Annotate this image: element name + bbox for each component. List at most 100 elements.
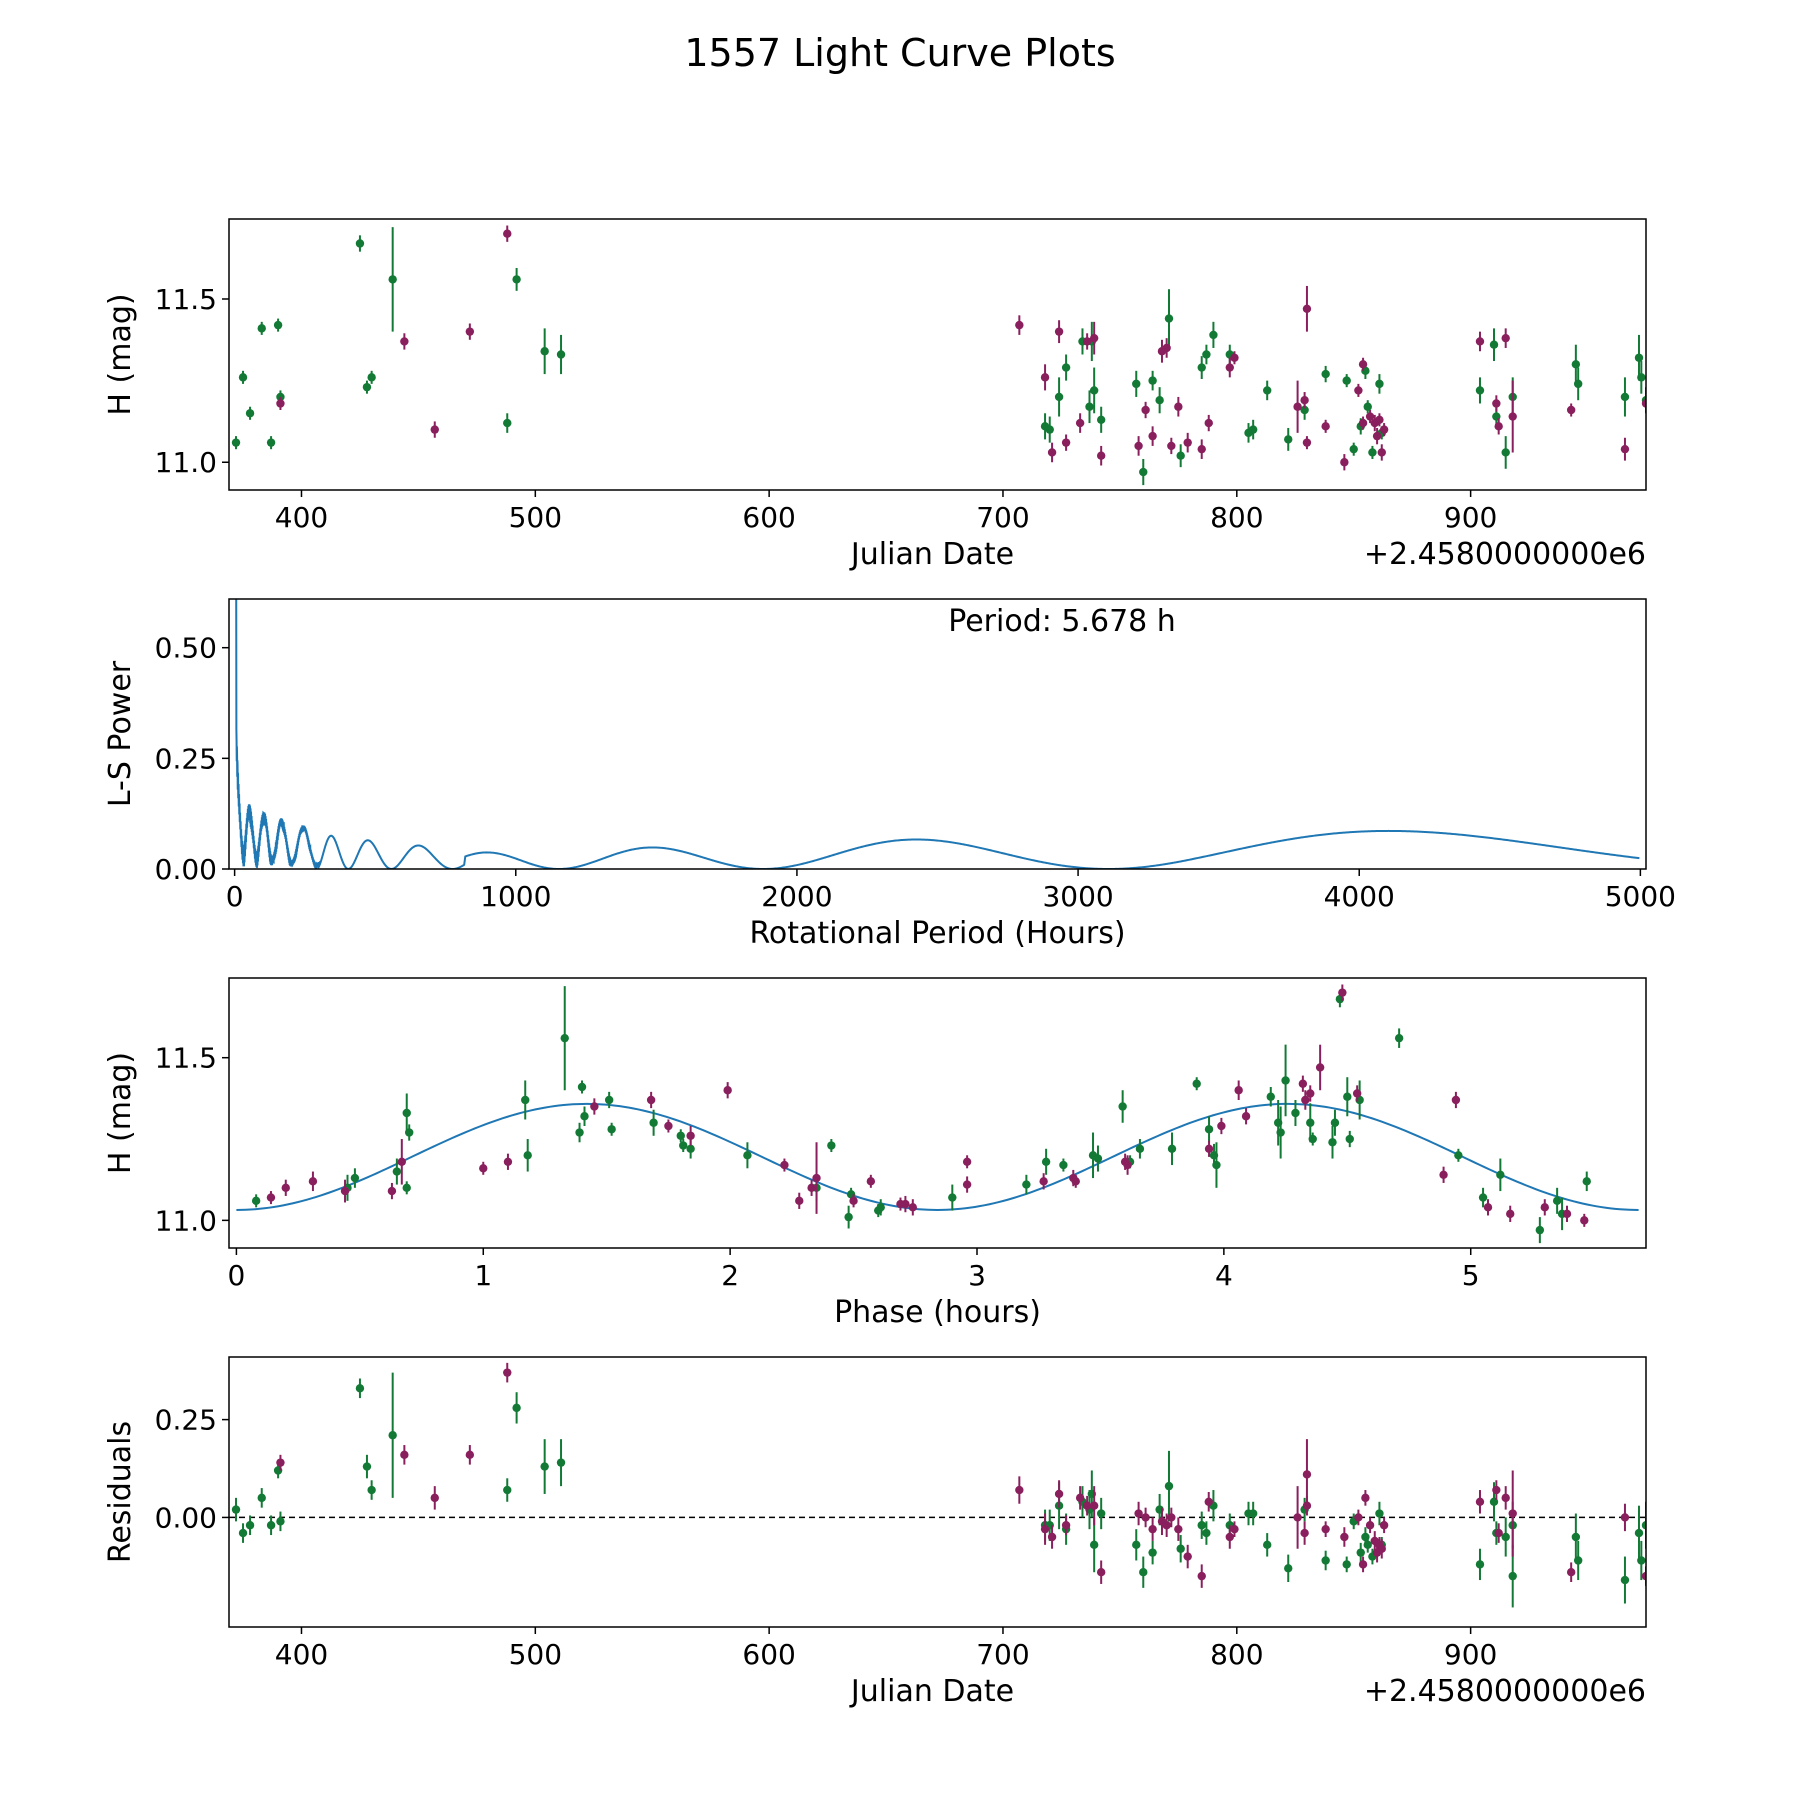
data-point [238, 1528, 248, 1538]
data-point [1354, 386, 1363, 395]
data-point [1552, 1196, 1562, 1206]
data-point [1075, 418, 1085, 428]
data-point [1300, 396, 1309, 405]
data-point [388, 275, 397, 284]
x-tick-label: 0 [227, 1259, 245, 1292]
data-point [1204, 1497, 1213, 1506]
fit-curve [236, 1102, 1639, 1211]
y-tick-label: 11.0 [155, 1204, 217, 1237]
y-tick-label: 0.00 [155, 853, 217, 886]
x-tick-label: 3000 [1042, 880, 1113, 913]
x-tick-label: 900 [1444, 501, 1497, 534]
x-tick-label: 400 [275, 1638, 328, 1671]
data-point [1379, 425, 1389, 434]
data-point [1047, 448, 1057, 457]
data-point [1394, 1033, 1404, 1043]
data-point [1139, 467, 1148, 477]
y-tick-label: 0.00 [155, 1501, 217, 1534]
data-point [340, 1186, 350, 1196]
data-point [1302, 438, 1312, 447]
x-axis-label: Phase (hours) [834, 1295, 1041, 1330]
data-point [1241, 1112, 1251, 1121]
data-point [686, 1144, 695, 1153]
data-point [503, 1368, 512, 1377]
figure-title: 1557 Light Curve Plots [684, 31, 1115, 75]
data-point [1197, 444, 1206, 454]
data-point [281, 1183, 290, 1193]
data-point [276, 392, 285, 402]
data-point [1300, 1528, 1309, 1538]
data-point [1284, 435, 1293, 444]
x-tick-label: 4000 [1324, 880, 1395, 913]
data-point [540, 347, 549, 356]
data-point [1174, 402, 1183, 411]
x-tick-label: 900 [1444, 1638, 1497, 1671]
data-point [1301, 1095, 1310, 1105]
data-point [844, 1212, 853, 1222]
data-point [400, 1450, 409, 1460]
data-point [1620, 1513, 1630, 1522]
data-point [465, 1450, 475, 1460]
data-point [1096, 451, 1106, 460]
data-point [1040, 373, 1050, 382]
x-tick-label: 700 [976, 501, 1029, 534]
data-point [266, 438, 276, 447]
data-point [231, 1505, 241, 1514]
data-point [257, 324, 266, 333]
y-tick-label: 0.50 [155, 632, 217, 665]
y-tick-label: 11.5 [155, 283, 217, 316]
data-point [866, 1177, 876, 1186]
data-point [1363, 402, 1372, 411]
x-tick-label: 1000 [480, 880, 551, 913]
x-tick-label: 400 [275, 501, 328, 534]
data-point [962, 1180, 972, 1189]
data-point [1365, 412, 1375, 421]
x-axis-label: Rotational Period (Hours) [749, 916, 1125, 951]
data-point [1302, 304, 1312, 313]
data-point [646, 1095, 656, 1105]
data-point [1230, 353, 1239, 362]
x-tick-label: 600 [742, 501, 795, 534]
data-point [1134, 1509, 1143, 1518]
data-point [1123, 1160, 1132, 1170]
data-point [1096, 1568, 1106, 1577]
x-tick-label: 800 [1210, 1638, 1263, 1671]
data-point [1300, 405, 1309, 415]
data-point [523, 1151, 532, 1160]
data-point [1217, 1121, 1226, 1131]
y-axis-label: Residuals [103, 1421, 138, 1563]
data-point [1573, 379, 1583, 389]
data-point [350, 1173, 360, 1183]
data-point [1620, 444, 1630, 454]
data-point [780, 1160, 789, 1170]
data-point [1167, 1144, 1177, 1153]
data-point [1641, 399, 1646, 408]
data-point [1093, 1154, 1103, 1163]
data-point [1132, 379, 1141, 389]
data-point [1620, 1575, 1630, 1585]
data-point [1192, 1079, 1201, 1088]
data-point [1204, 1144, 1214, 1153]
data-point [1620, 392, 1630, 402]
data-point [1354, 1513, 1363, 1522]
data-point [556, 350, 566, 359]
data-point [1164, 1481, 1174, 1491]
data-point [1096, 1509, 1106, 1518]
data-point [1365, 1521, 1375, 1530]
data-point [1248, 425, 1258, 434]
data-point [503, 418, 512, 428]
data-point [503, 1485, 512, 1495]
data-point [908, 1203, 918, 1212]
data-point [1345, 1134, 1354, 1144]
data-point [1041, 1157, 1051, 1166]
x-tick-label: 2000 [761, 880, 832, 913]
data-point [1047, 1532, 1057, 1542]
data-point [1197, 363, 1206, 372]
data-point [503, 229, 512, 238]
data-point [1501, 333, 1510, 343]
data-point [1059, 1160, 1068, 1170]
data-point [1039, 1177, 1048, 1186]
data-layer-residuals [229, 1362, 1646, 1608]
data-point [1293, 402, 1302, 411]
data-point [1054, 1489, 1064, 1499]
